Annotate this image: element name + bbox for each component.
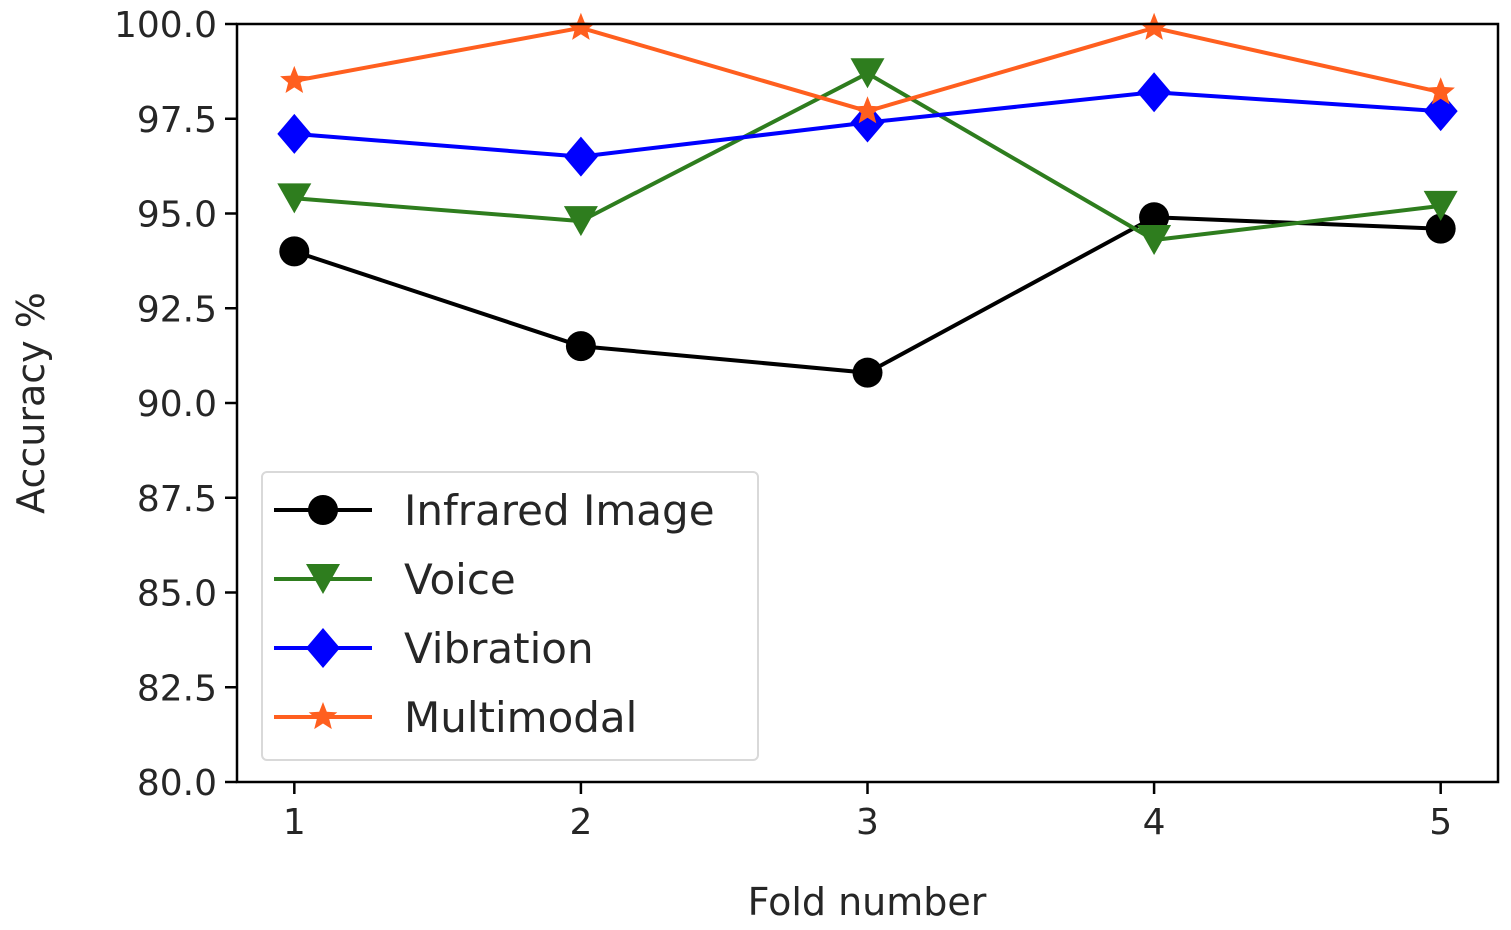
data-point xyxy=(850,58,885,89)
legend-marker xyxy=(306,628,340,668)
x-tick-label: 1 xyxy=(283,802,306,843)
legend-entry: Infrared Image xyxy=(274,486,715,535)
data-point xyxy=(563,206,598,237)
data-point xyxy=(277,113,312,154)
x-tick-label: 3 xyxy=(856,802,879,843)
y-tick-label: 97.5 xyxy=(137,100,217,141)
y-tick-label: 87.5 xyxy=(137,479,217,520)
legend-marker xyxy=(308,495,338,525)
legend: Infrared Image Voice Vibration Multimodal xyxy=(261,471,759,761)
axes: 80.0 82.5 85.0 87.5 90.0 92.5 95.0 97.5 100.0 1 2 3… xyxy=(114,5,1452,843)
series-layer xyxy=(277,12,1458,388)
legend-label: Voice xyxy=(404,555,516,604)
data-point xyxy=(1137,225,1172,256)
legend-entry: Vibration xyxy=(274,624,594,673)
data-point xyxy=(1425,213,1456,244)
y-tick-label: 90.0 xyxy=(137,384,217,425)
x-axis-label: Fold number xyxy=(748,880,987,924)
series-infrared-image xyxy=(279,202,1456,388)
data-point xyxy=(1139,12,1169,40)
data-point xyxy=(1423,91,1458,132)
data-point xyxy=(1426,77,1455,105)
y-tick-label: 80.0 xyxy=(137,763,217,804)
series-vibration xyxy=(277,72,1458,177)
legend-label: Vibration xyxy=(404,624,594,673)
y-tick-label: 95.0 xyxy=(137,195,217,236)
legend-entry: Multimodal xyxy=(274,693,637,742)
data-point xyxy=(565,331,596,362)
legend-marker xyxy=(308,702,338,730)
y-tick-label: 82.5 xyxy=(137,668,217,709)
legend-label: Multimodal xyxy=(404,693,637,742)
data-point xyxy=(850,102,885,143)
x-tick-label: 5 xyxy=(1429,802,1452,843)
y-tick-label: 100.0 xyxy=(114,5,217,46)
data-point xyxy=(277,183,312,214)
x-tick-label: 4 xyxy=(1143,802,1166,843)
legend-label: Infrared Image xyxy=(404,486,715,535)
y-tick-label: 92.5 xyxy=(137,289,217,330)
plot-frame xyxy=(235,22,1500,784)
data-point xyxy=(1139,202,1170,233)
data-point xyxy=(1423,190,1458,221)
data-point xyxy=(1137,72,1172,113)
data-point xyxy=(853,96,882,124)
x-tick-label: 2 xyxy=(569,802,592,843)
series-multimodal xyxy=(280,12,1455,124)
y-axis-label: Accuracy % xyxy=(9,292,53,514)
series-voice xyxy=(277,58,1458,256)
data-point xyxy=(566,12,596,40)
data-point xyxy=(563,136,598,177)
data-point xyxy=(852,357,883,388)
y-tick-label: 85.0 xyxy=(137,574,217,615)
legend-frame xyxy=(261,471,759,761)
data-point xyxy=(279,236,310,267)
legend-marker xyxy=(306,564,340,594)
data-point xyxy=(280,65,309,93)
legend-entry: Voice xyxy=(274,555,516,604)
